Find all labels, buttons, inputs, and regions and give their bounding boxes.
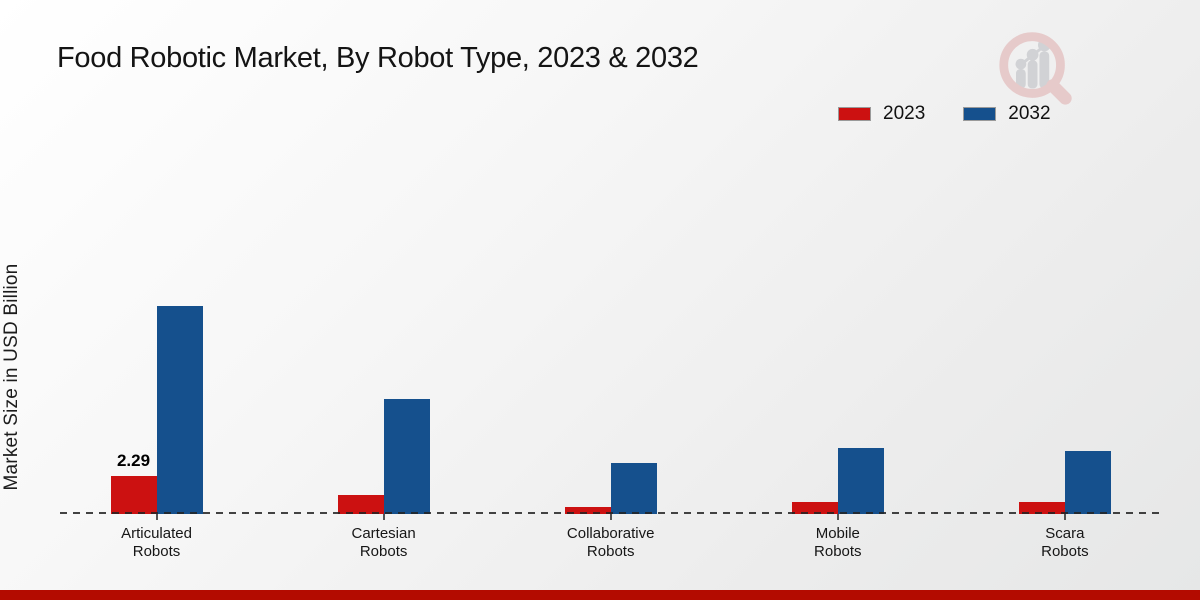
bar-2032-mobile-robots bbox=[837, 448, 884, 514]
legend-label: 2032 bbox=[1008, 103, 1051, 124]
bar-2023-cartesian-robots bbox=[337, 495, 384, 514]
bar-2023-mobile-robots bbox=[791, 502, 838, 514]
legend: 2023 2032 bbox=[838, 103, 1051, 125]
bar-2023-collaborative-robots bbox=[564, 507, 611, 514]
bar-2032-articulated-robots bbox=[156, 306, 203, 514]
category-label-articulated-robots: Articulated Robots bbox=[121, 525, 192, 560]
category-label-mobile-robots: Mobile Robots bbox=[814, 525, 862, 560]
chart-title: Food Robotic Market, By Robot Type, 2023… bbox=[57, 42, 699, 74]
legend-swatch-2023 bbox=[838, 107, 871, 121]
x-axis-tick-cartesian-robots bbox=[382, 514, 385, 520]
legend-label: 2023 bbox=[883, 103, 926, 124]
bar-2032-collaborative-robots bbox=[610, 463, 657, 514]
legend-item-2032: 2032 bbox=[963, 103, 1051, 125]
x-axis-tick-mobile-robots bbox=[836, 514, 839, 520]
x-axis-tick-articulated-robots bbox=[155, 514, 158, 520]
bar-2032-cartesian-robots bbox=[383, 399, 430, 514]
bar-2023-scara-robots bbox=[1018, 502, 1065, 514]
category-label-scara-robots: Scara Robots bbox=[1041, 525, 1089, 560]
category-label-cartesian-robots: Cartesian Robots bbox=[351, 525, 416, 560]
bar-2023-articulated-robots bbox=[110, 476, 157, 514]
bar-2032-scara-robots bbox=[1064, 451, 1111, 514]
footer-accent-bar bbox=[0, 590, 1200, 600]
x-axis-dashed-baseline bbox=[60, 512, 1160, 514]
data-label-articulated-robots: 2.29 bbox=[116, 451, 151, 470]
category-label-collaborative-robots: Collaborative Robots bbox=[566, 525, 655, 560]
magnifier-growth-logo-icon bbox=[999, 32, 1072, 105]
legend-item-2023: 2023 bbox=[838, 103, 925, 125]
legend-swatch-2032 bbox=[963, 107, 997, 121]
x-axis-tick-collaborative-robots bbox=[609, 514, 612, 520]
x-axis-tick-scara-robots bbox=[1063, 514, 1066, 520]
